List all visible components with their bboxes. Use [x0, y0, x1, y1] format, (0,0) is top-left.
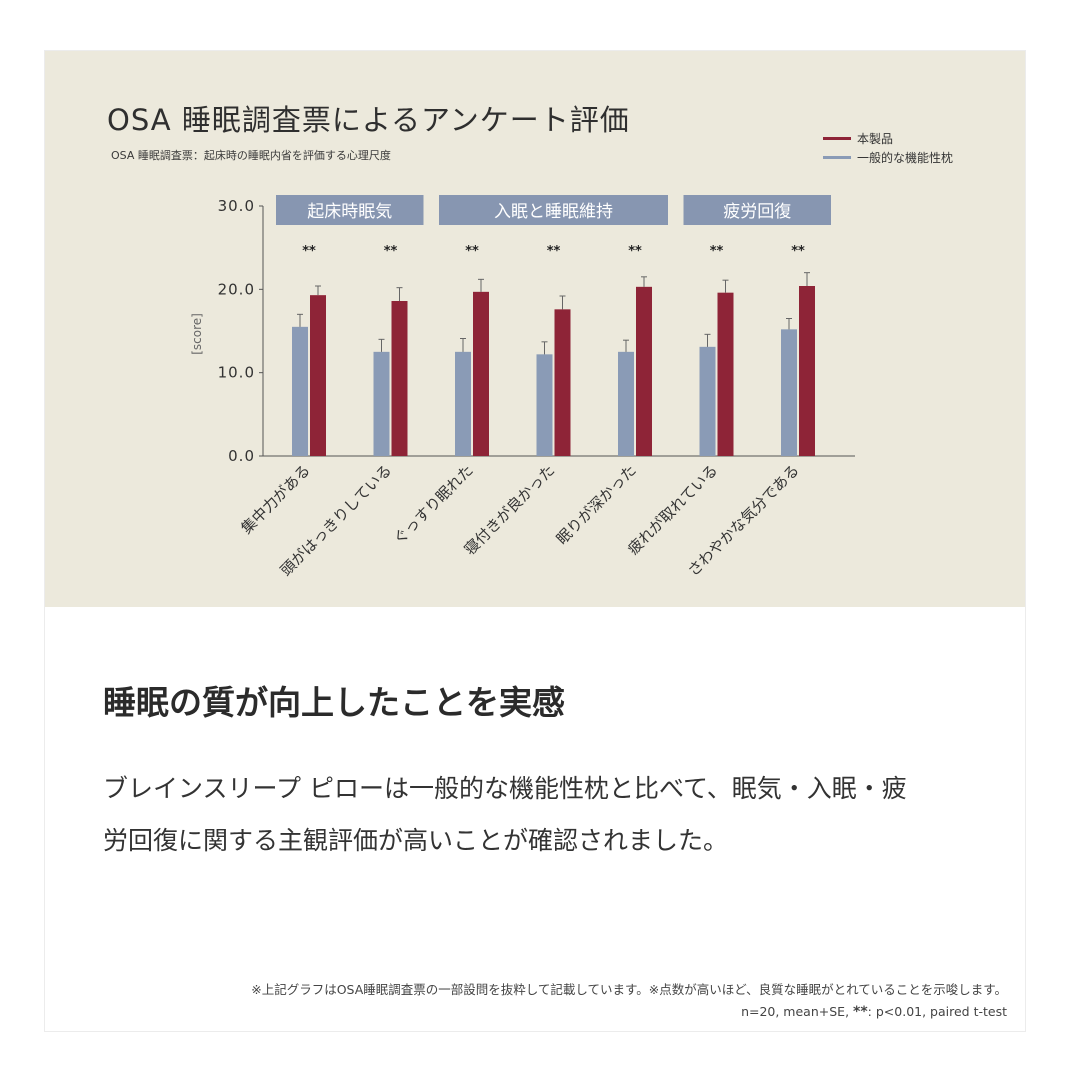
legend-label-product: 本製品: [857, 132, 894, 146]
bar-standard: [455, 351, 471, 456]
y-tick-label: 20.0: [218, 280, 255, 298]
footnote-line-2: n=20, mean+SE, **: p<0.01, paired t-test: [251, 1001, 1007, 1023]
bar-product: [799, 286, 815, 456]
significance-mark: **: [791, 244, 805, 259]
footnote-significance-mark: **: [853, 1004, 868, 1020]
category-label: ぐっすり眠れた: [390, 461, 477, 548]
bar-standard: [536, 354, 553, 456]
legend-item-product: 本製品: [823, 129, 953, 148]
significance-mark: **: [302, 244, 316, 259]
body-line-1: ブレインスリープ ピローは一般的な機能性枕と比べて、眠気・入眠・疲: [103, 774, 907, 803]
legend-item-standard: 一般的な機能性枕: [823, 148, 953, 167]
bar-product: [636, 286, 652, 456]
category-label: 寝付きが良かった: [461, 461, 559, 559]
significance-mark: **: [628, 244, 642, 259]
significance-mark: **: [384, 244, 398, 259]
infographic-card: OSA 睡眠調査票によるアンケート評価 OSA 睡眠調査票：起床時の睡眠内省を評…: [44, 50, 1026, 1032]
chart-legend: 本製品 一般的な機能性枕: [823, 129, 953, 167]
bar-standard: [292, 326, 308, 456]
footnote-test: : p<0.01, paired t-test: [867, 1004, 1007, 1019]
y-tick-label: 30.0: [218, 197, 255, 215]
chart-panel: OSA 睡眠調査票によるアンケート評価 OSA 睡眠調査票：起床時の睡眠内省を評…: [45, 51, 1025, 607]
chart-subtitle: OSA 睡眠調査票：起床時の睡眠内省を評価する心理尺度: [111, 149, 391, 162]
chart-title: OSA 睡眠調査票によるアンケート評価: [107, 103, 630, 137]
bar-product: [473, 291, 489, 456]
y-axis-label: [score]: [190, 313, 204, 355]
significance-mark: **: [710, 244, 724, 259]
y-tick-label: 0.0: [228, 447, 255, 465]
y-tick-label: 10.0: [218, 364, 255, 382]
bar-product: [554, 309, 571, 456]
significance-mark: **: [465, 244, 479, 259]
bar-standard: [781, 329, 797, 456]
footnote: ※上記グラフはOSA睡眠調査票の一部設問を抜粋して記載しています。※点数が高いほ…: [251, 979, 1007, 1023]
bar-standard: [618, 351, 634, 456]
body-text: ブレインスリープ ピローは一般的な機能性枕と比べて、眠気・入眠・疲 労回復に関す…: [103, 763, 1003, 867]
legend-swatch-standard: [823, 156, 851, 159]
group-box: [683, 195, 831, 225]
body-line-2: 労回復に関する主観評価が高いことが確認されました。: [103, 826, 729, 855]
bar-chart: 0.0 10.0 20.0 30.0 [score] 起床時眠気 入眠と睡眠維持 疲労回復 **…: [190, 195, 855, 580]
footnote-line-1: ※上記グラフはOSA睡眠調査票の一部設問を抜粋して記載しています。※点数が高いほ…: [251, 982, 1007, 997]
legend-label-standard: 一般的な機能性枕: [857, 151, 954, 165]
bar-product: [310, 295, 326, 456]
legend-swatch-product: [823, 137, 851, 140]
category-label: 集中力がある: [237, 461, 313, 537]
group-label: 起床時眠気: [307, 202, 392, 222]
group-label: 疲労回復: [723, 202, 791, 222]
headline: 睡眠の質が向上したことを実感: [103, 683, 565, 722]
bar-standard: [699, 346, 716, 456]
footnote-stats: n=20, mean+SE,: [741, 1004, 854, 1019]
significance-mark: **: [547, 244, 561, 259]
group-label: 入眠と睡眠維持: [494, 202, 613, 222]
group-box: [276, 195, 424, 225]
bar-product: [717, 292, 734, 456]
category-label: 眠りが深かった: [553, 461, 640, 548]
bar-standard: [373, 351, 390, 456]
bar-product: [391, 301, 408, 456]
group-box: [439, 195, 668, 225]
